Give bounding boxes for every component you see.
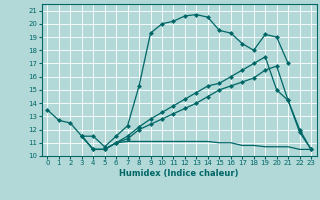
X-axis label: Humidex (Indice chaleur): Humidex (Indice chaleur) bbox=[119, 169, 239, 178]
